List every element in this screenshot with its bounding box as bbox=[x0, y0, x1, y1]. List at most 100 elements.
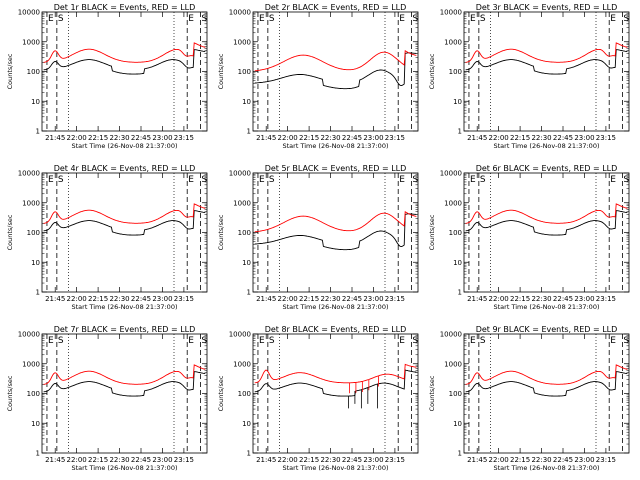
y-tick-label: 10 bbox=[242, 259, 251, 267]
x-tick-label: 23:15 bbox=[174, 295, 194, 303]
y-tick-label: 1 bbox=[458, 450, 462, 458]
y-tick-label: 1 bbox=[458, 128, 462, 136]
series-line-lld bbox=[254, 211, 417, 233]
y-tick-label: 1000 bbox=[233, 38, 251, 46]
marker-label: S bbox=[480, 14, 486, 24]
x-tick-label: 21:45 bbox=[467, 295, 487, 303]
x-tick-label: 22:30 bbox=[531, 295, 551, 303]
y-tick-label: 10 bbox=[31, 98, 40, 106]
series-line-events bbox=[465, 371, 628, 397]
marker-label: E bbox=[470, 336, 476, 346]
chart-title: Det 7r BLACK = Events, RED = LLD bbox=[54, 325, 196, 334]
x-axis-label: Start Time (26-Nov-08 21:37:00) bbox=[283, 142, 389, 150]
y-tick-label: 10 bbox=[242, 98, 251, 106]
marker-label: E bbox=[48, 14, 54, 24]
chart-title: Det 4r BLACK = Events, RED = LLD bbox=[54, 164, 196, 173]
marker-label: S bbox=[269, 14, 275, 24]
marker-label: E bbox=[610, 175, 616, 185]
x-tick-label: 22:45 bbox=[342, 456, 362, 464]
x-tick-label: 23:00 bbox=[574, 295, 594, 303]
marker-label: E bbox=[188, 336, 194, 346]
chart-title: Det 9r BLACK = Events, RED = LLD bbox=[476, 325, 618, 334]
x-tick-label: 21:45 bbox=[45, 456, 65, 464]
marker-label: S bbox=[201, 14, 207, 24]
marker-label: S bbox=[623, 14, 629, 24]
plot-frame bbox=[463, 333, 630, 454]
chart-title: Det 8r BLACK = Events, RED = LLD bbox=[265, 325, 407, 334]
x-tick-label: 22:15 bbox=[510, 295, 530, 303]
x-tick-label: 22:15 bbox=[510, 456, 530, 464]
x-axis-label: Start Time (26-Nov-08 21:37:00) bbox=[494, 464, 600, 472]
y-tick-label: 100 bbox=[449, 68, 462, 76]
marker-label: S bbox=[58, 175, 64, 185]
x-tick-label: 22:45 bbox=[553, 295, 573, 303]
marker-label: E bbox=[470, 175, 476, 185]
series-line-events bbox=[254, 369, 417, 397]
x-tick-label: 23:00 bbox=[152, 134, 172, 142]
series-line-lld bbox=[465, 203, 628, 224]
y-tick-label: 100 bbox=[27, 390, 40, 398]
y-tick-label: 10000 bbox=[229, 170, 251, 178]
x-axis-label: Start Time (26-Nov-08 21:37:00) bbox=[494, 303, 600, 311]
x-tick-label: 22:15 bbox=[299, 134, 319, 142]
chart-title: Det 1r BLACK = Events, RED = LLD bbox=[54, 3, 196, 12]
x-tick-label: 22:30 bbox=[320, 295, 340, 303]
series-line-lld bbox=[254, 363, 417, 384]
y-axis-label: Counts/sec bbox=[6, 214, 14, 250]
y-tick-label: 100 bbox=[449, 390, 462, 398]
marker-label: E bbox=[188, 175, 194, 185]
x-tick-label: 22:15 bbox=[299, 456, 319, 464]
plot-frame bbox=[463, 11, 630, 132]
y-tick-label: 10 bbox=[31, 259, 40, 267]
marker-label: E bbox=[48, 336, 54, 346]
y-axis-label: Counts/sec bbox=[428, 53, 436, 89]
x-tick-label: 23:15 bbox=[174, 134, 194, 142]
marker-label: E bbox=[470, 14, 476, 24]
x-tick-label: 22:30 bbox=[109, 134, 129, 142]
y-tick-label: 1 bbox=[36, 128, 40, 136]
x-tick-label: 23:00 bbox=[152, 295, 172, 303]
x-tick-label: 22:00 bbox=[278, 456, 298, 464]
marker-label: S bbox=[201, 175, 207, 185]
chart-panel-5: Det 5r BLACK = Events, RED = LLD 1 10 100 10… bbox=[217, 164, 419, 311]
y-tick-label: 1000 bbox=[444, 38, 462, 46]
y-axis-label: Counts/sec bbox=[428, 375, 436, 411]
marker-label: S bbox=[623, 336, 629, 346]
x-tick-label: 22:15 bbox=[88, 295, 108, 303]
x-tick-label: 22:45 bbox=[131, 134, 151, 142]
x-tick-label: 22:45 bbox=[553, 134, 573, 142]
y-tick-label: 100 bbox=[238, 229, 251, 237]
x-tick-label: 22:15 bbox=[88, 134, 108, 142]
y-tick-label: 10000 bbox=[18, 170, 40, 178]
y-tick-label: 1 bbox=[247, 289, 251, 297]
series-line-events bbox=[254, 52, 417, 90]
x-tick-label: 22:00 bbox=[67, 295, 87, 303]
series-line-lld bbox=[465, 364, 628, 385]
plot-frame bbox=[41, 11, 208, 132]
x-tick-label: 23:00 bbox=[363, 134, 383, 142]
chart-title: Det 2r BLACK = Events, RED = LLD bbox=[265, 3, 407, 12]
y-axis-label: Counts/sec bbox=[217, 375, 225, 411]
y-tick-label: 10000 bbox=[18, 331, 40, 339]
marker-label: S bbox=[412, 14, 418, 24]
series-line-lld bbox=[43, 364, 206, 385]
x-tick-label: 22:15 bbox=[510, 134, 530, 142]
y-tick-label: 10 bbox=[242, 420, 251, 428]
y-tick-label: 10000 bbox=[440, 170, 462, 178]
marker-label: S bbox=[58, 336, 64, 346]
y-tick-label: 1000 bbox=[233, 199, 251, 207]
marker-label: E bbox=[399, 336, 405, 346]
marker-label: E bbox=[188, 14, 194, 24]
x-tick-label: 23:15 bbox=[385, 134, 405, 142]
chart-panel-7: Det 7r BLACK = Events, RED = LLD 1 10 100 10… bbox=[6, 325, 208, 472]
x-tick-label: 23:00 bbox=[152, 456, 172, 464]
x-tick-label: 22:00 bbox=[67, 456, 87, 464]
x-tick-label: 23:00 bbox=[574, 134, 594, 142]
x-tick-label: 22:30 bbox=[531, 456, 551, 464]
chart-panel-8: Det 8r BLACK = Events, RED = LLD 1 10 100 10… bbox=[217, 325, 419, 472]
chart-panel-3: Det 3r BLACK = Events, RED = LLD 1 10 100 10… bbox=[428, 3, 629, 150]
plot-frame bbox=[41, 333, 208, 454]
y-tick-label: 10 bbox=[453, 420, 462, 428]
chart-title: Det 3r BLACK = Events, RED = LLD bbox=[476, 3, 618, 12]
